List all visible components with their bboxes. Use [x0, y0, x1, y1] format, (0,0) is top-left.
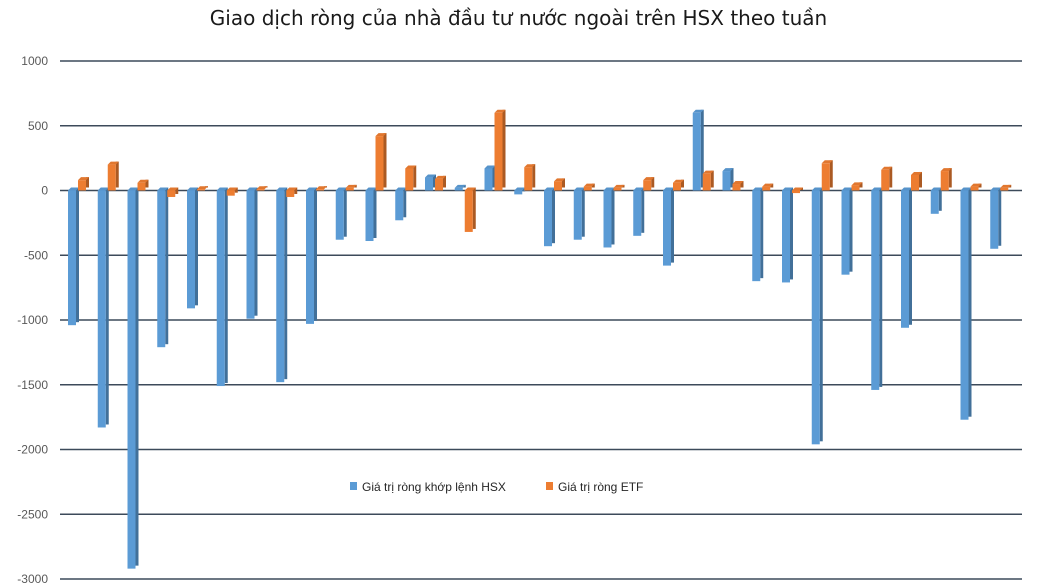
bar-etf: [197, 186, 208, 191]
bars: [68, 109, 1012, 569]
bar-etf: [167, 187, 179, 197]
bar-etf: [940, 168, 952, 191]
legend-item: Giá trị ròng khớp lệnh HSX: [350, 480, 506, 494]
y-tick-label: -1000: [17, 313, 48, 327]
bar-hsx-matched: [871, 187, 883, 390]
bar-etf: [375, 133, 387, 191]
bar-etf: [78, 177, 89, 191]
legend-item: Giá trị ròng ETF: [546, 480, 643, 494]
bar-hsx-matched: [990, 187, 1002, 249]
bar-hsx-matched: [127, 187, 139, 569]
y-tick-label: 0: [41, 184, 48, 198]
bar-hsx-matched: [930, 187, 942, 214]
bar-etf: [107, 161, 119, 191]
bar-etf: [643, 177, 655, 191]
bar-hsx-matched: [722, 168, 734, 191]
legend-swatch: [546, 482, 553, 490]
bar-etf: [435, 175, 446, 191]
bar-etf: [256, 186, 268, 191]
bar-hsx-matched: [246, 187, 258, 319]
bar-etf: [1000, 184, 1012, 191]
bar-hsx-matched: [841, 187, 853, 275]
bar-etf: [613, 184, 625, 191]
bar-etf: [911, 171, 922, 191]
bar-etf: [226, 187, 238, 196]
y-tick-label: -2000: [17, 443, 48, 457]
bar-etf: [524, 164, 536, 191]
bar-etf: [970, 183, 982, 191]
bar-hsx-matched: [335, 187, 347, 240]
bar-hsx-matched: [484, 165, 496, 191]
legend-swatch: [350, 482, 357, 490]
bar-hsx-matched: [365, 187, 377, 242]
bar-hsx-matched: [216, 187, 228, 387]
bar-etf: [464, 187, 476, 232]
bar-etf: [286, 187, 298, 197]
bar-hsx-matched: [544, 187, 555, 247]
y-tick-label: 1000: [21, 54, 48, 68]
bar-hsx-matched: [454, 184, 466, 191]
bar-etf: [792, 187, 803, 194]
bar-hsx-matched: [425, 174, 436, 191]
y-tick-label: -500: [24, 248, 48, 262]
bar-hsx-matched: [782, 187, 793, 283]
y-tick-label: -2500: [17, 507, 48, 521]
y-tick-label: -1500: [17, 378, 48, 392]
y-tick-label: 500: [28, 119, 48, 133]
bar-hsx-matched: [187, 187, 198, 309]
bar-etf: [702, 170, 714, 191]
bar-etf: [851, 182, 863, 191]
y-tick-label: -3000: [17, 572, 48, 583]
legend: Giá trị ròng khớp lệnh HSX Giá trị ròng E…: [350, 480, 643, 494]
bar-hsx-matched: [514, 187, 526, 195]
bar-hsx-matched: [97, 187, 109, 428]
bar-hsx-matched: [752, 187, 764, 282]
bar-hsx-matched: [306, 187, 317, 324]
bar-etf: [732, 181, 744, 191]
bar-etf: [673, 179, 684, 191]
bar-hsx-matched: [68, 187, 79, 326]
bar-hsx-matched: [633, 187, 645, 236]
bar-etf: [881, 166, 893, 191]
bar-etf: [762, 183, 774, 191]
bar-hsx-matched: [603, 187, 615, 248]
bar-hsx-matched: [692, 109, 704, 191]
bar-hsx-matched: [811, 187, 823, 445]
bar-etf: [554, 178, 565, 191]
chart-title: Giao dịch ròng của nhà đầu tư nước ngoài…: [209, 6, 828, 30]
y-axis-ticks: 1000 500 0 -500 -1000 -1500 -2000 -2500 -3000: [17, 54, 48, 583]
bar-etf: [405, 165, 417, 191]
bar-etf: [583, 183, 595, 191]
bar-hsx-matched: [901, 187, 912, 328]
bar-etf: [316, 186, 327, 191]
bar-etf: [494, 109, 506, 191]
bar-hsx-matched: [157, 187, 169, 348]
bar-hsx-matched: [276, 187, 288, 383]
bar-hsx-matched: [573, 187, 585, 240]
bar-hsx-matched: [395, 187, 407, 221]
bar-hsx-matched: [663, 187, 674, 266]
legend-label: Giá trị ròng khớp lệnh HSX: [362, 480, 506, 494]
bar-etf: [821, 160, 833, 191]
bar-etf: [137, 179, 149, 191]
legend-label: Giá trị ròng ETF: [558, 480, 643, 494]
bar-etf: [345, 184, 357, 191]
bar-hsx-matched: [960, 187, 972, 420]
